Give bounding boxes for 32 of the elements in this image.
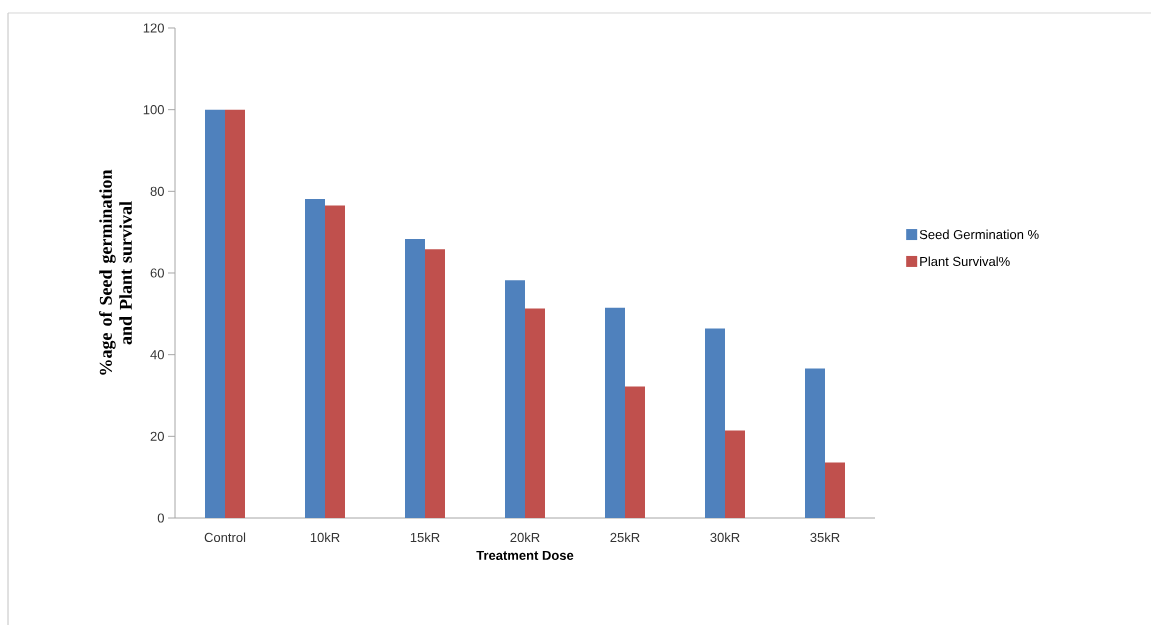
x-tick-label: 35kR <box>810 532 840 543</box>
y-tick-label: 80 <box>150 186 164 196</box>
x-axis-title: Treatment Dose <box>476 550 574 560</box>
bar <box>405 239 425 518</box>
x-tick-label: 15kR <box>410 532 440 543</box>
bar <box>205 109 225 518</box>
y-tick-label: 120 <box>143 23 164 33</box>
bar <box>805 368 825 518</box>
x-tick-label: 20kR <box>510 532 540 543</box>
x-tick-label: 30kR <box>710 532 740 543</box>
x-tick-label: 10kR <box>310 532 340 543</box>
bar <box>425 249 445 518</box>
x-tick-label: Control <box>204 532 246 543</box>
bar <box>325 205 345 518</box>
bar <box>505 280 525 518</box>
bar <box>225 109 245 518</box>
y-tick-label: 100 <box>143 105 164 115</box>
bar <box>605 307 625 518</box>
bar <box>725 430 745 518</box>
y-tick-label: 60 <box>150 268 164 278</box>
y-tick-label: 40 <box>150 350 164 360</box>
y-tick-label: 0 <box>157 513 164 523</box>
bar <box>625 386 645 518</box>
bar <box>525 308 545 518</box>
legend-label: Plant Survival% <box>920 256 1010 267</box>
bar <box>705 328 725 518</box>
y-axis-title: %age of Seed germination and Plant survival <box>99 169 132 375</box>
y-tick-label: 20 <box>150 431 164 441</box>
x-tick-label: 25kR <box>610 532 640 543</box>
legend-label: Seed Germination % <box>919 229 1039 240</box>
bar <box>305 199 325 518</box>
bar <box>825 462 845 518</box>
